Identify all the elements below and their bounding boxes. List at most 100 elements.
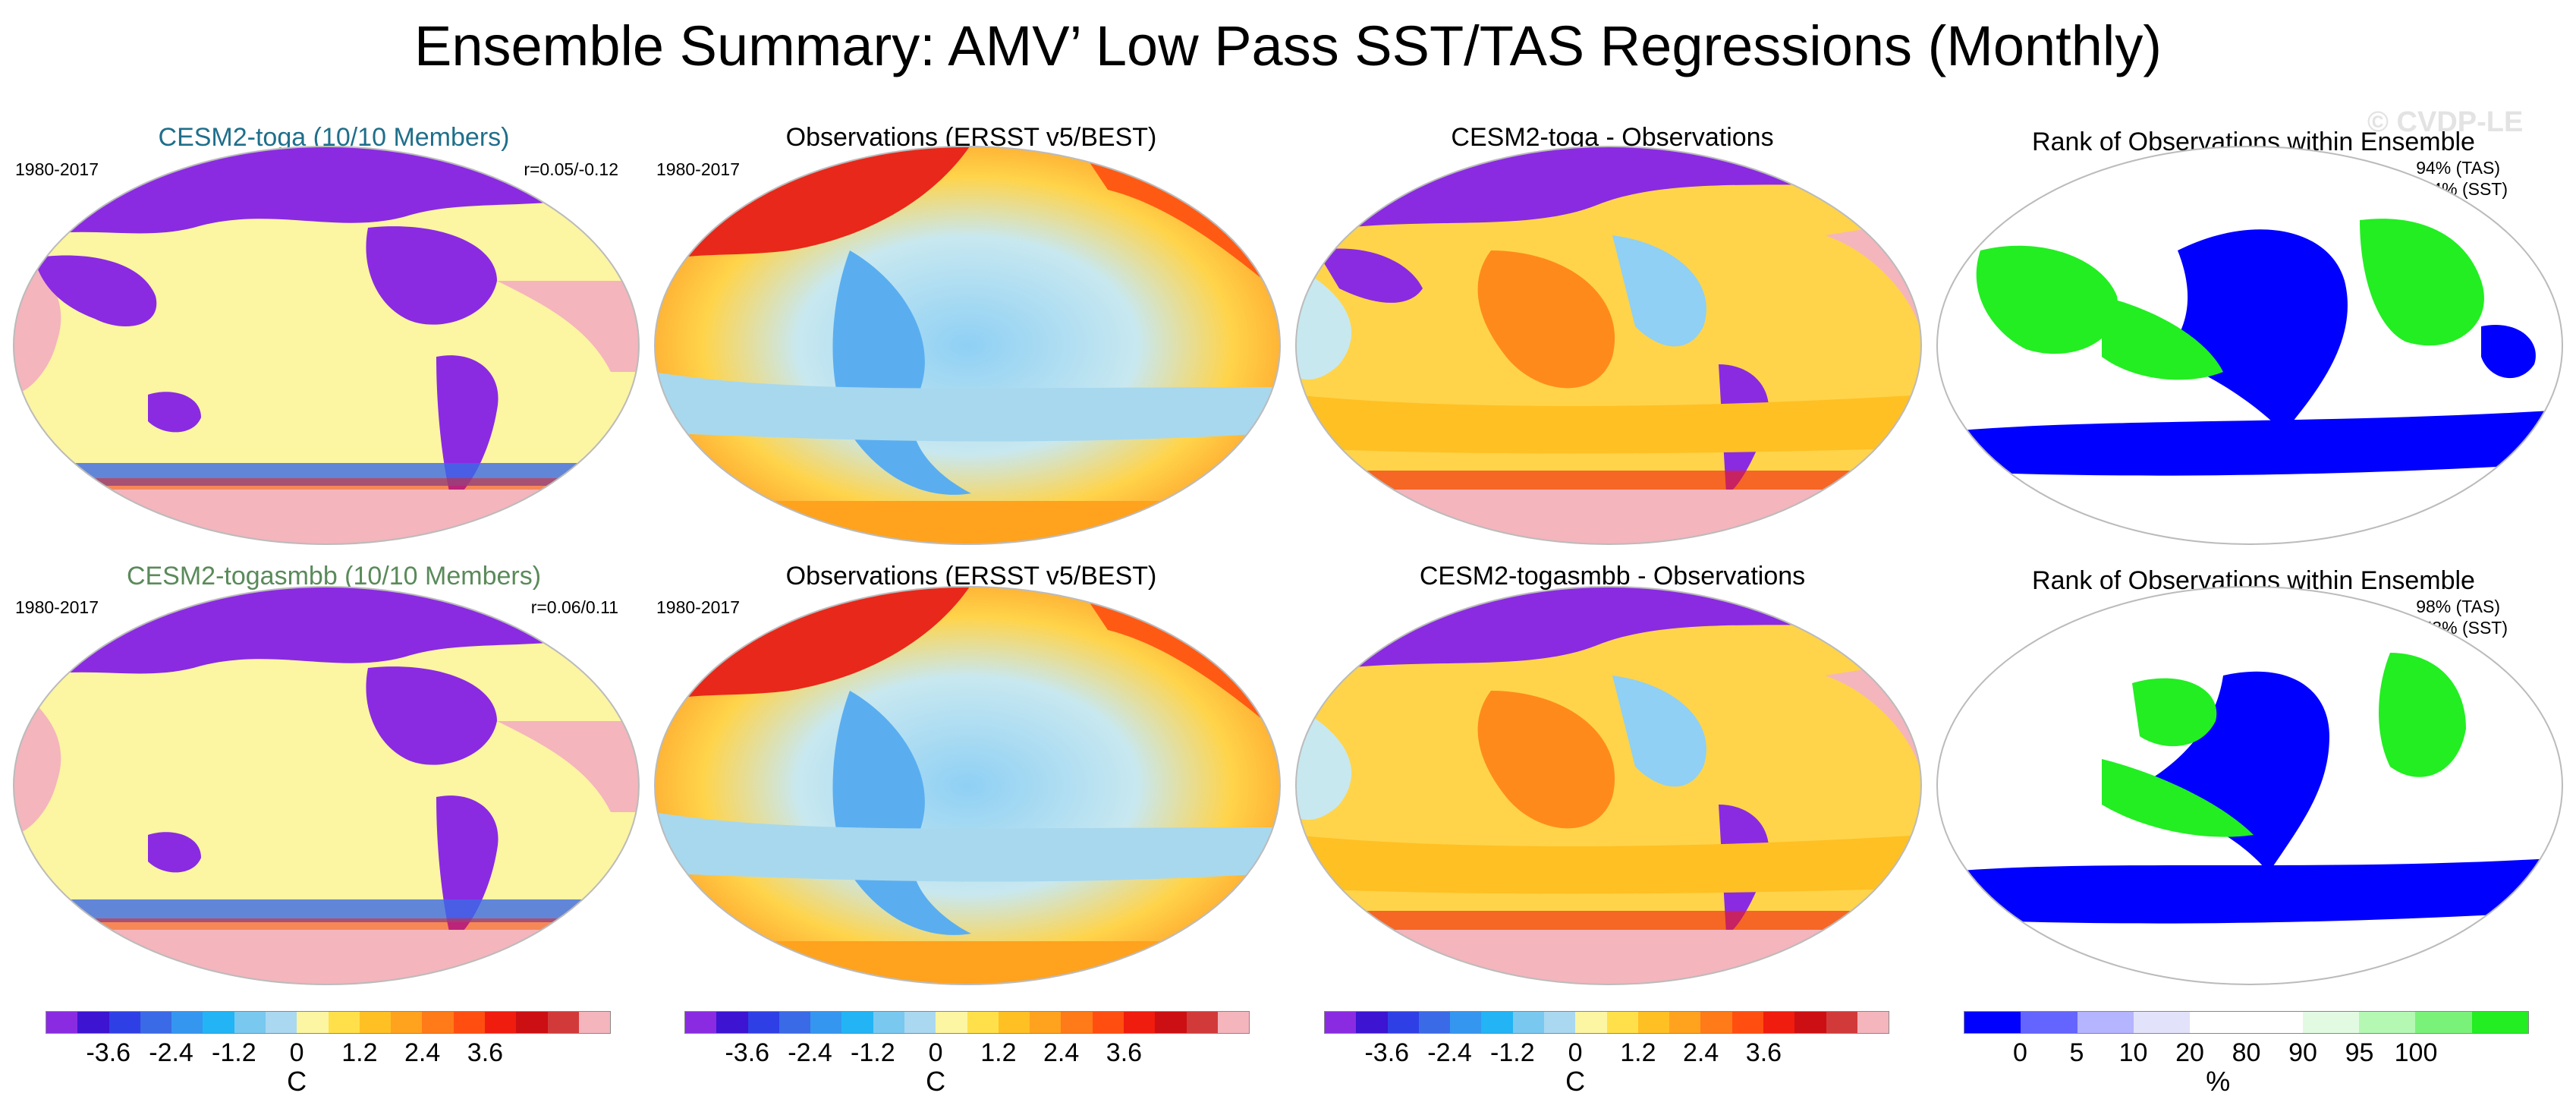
- model-map-row2: [13, 586, 640, 985]
- colorbar-diff: [1324, 1011, 1889, 1034]
- colorbar-swatch: [904, 1012, 936, 1033]
- colorbar-swatch: [328, 1012, 360, 1033]
- colorbar-tick-label: -3.6: [725, 1038, 770, 1067]
- colorbar-swatch: [716, 1012, 748, 1033]
- diff-panel-title-row2: CESM2-togasmbb - Observations: [1419, 562, 1806, 591]
- colorbar-tick-label: 3.6: [467, 1038, 504, 1067]
- colorbar-swatch: [484, 1012, 517, 1033]
- colorbar-swatch: [1418, 1012, 1451, 1033]
- colorbar-tick-label: 10: [2118, 1038, 2148, 1067]
- colorbar-tick-label: -3.6: [1364, 1038, 1410, 1067]
- colorbar-tick-label: 0: [928, 1038, 943, 1067]
- colorbar-tick-label: 20: [2175, 1038, 2204, 1067]
- colorbar-tick-label: 1.2: [341, 1038, 378, 1067]
- colorbar-swatch: [109, 1012, 140, 1033]
- colorbar-model: [46, 1011, 611, 1034]
- colorbar-tick-label: -3.6: [86, 1038, 131, 1067]
- colorbar-swatch: [998, 1012, 1030, 1033]
- colorbar-swatch: [1155, 1012, 1187, 1033]
- colorbar-swatch: [1826, 1012, 1857, 1033]
- colorbar-swatch: [2302, 1012, 2360, 1033]
- colorbar-unit-label: C: [287, 1066, 307, 1097]
- colorbar-swatch: [77, 1012, 109, 1033]
- colorbar-swatch: [547, 1012, 579, 1033]
- colorbar-swatch: [1356, 1012, 1388, 1033]
- colorbar-swatch: [516, 1012, 548, 1033]
- colorbar-tick-label: -2.4: [149, 1038, 193, 1067]
- colorbar-tick-label: -2.4: [788, 1038, 832, 1067]
- colorbar-swatch: [841, 1012, 873, 1033]
- colorbar-swatch: [1325, 1012, 1357, 1033]
- colorbar-swatch: [685, 1012, 717, 1033]
- colorbar-tick-label: 2.4: [404, 1038, 441, 1067]
- colorbar-swatch: [1857, 1012, 1889, 1033]
- colorbar-swatch: [2077, 1012, 2134, 1033]
- colorbar-swatch: [1763, 1012, 1795, 1033]
- watermark: © CVDP-LE: [2367, 106, 2524, 138]
- colorbar-swatch: [46, 1012, 78, 1033]
- colorbar-swatch: [1606, 1012, 1638, 1033]
- colorbar-swatch: [778, 1012, 811, 1033]
- colorbar-swatch: [1543, 1012, 1576, 1033]
- colorbar-swatch: [747, 1012, 779, 1033]
- colorbar-swatch: [1794, 1012, 1826, 1033]
- colorbar-swatch: [391, 1012, 423, 1033]
- colorbar-rank: [1964, 1011, 2529, 1034]
- colorbar-swatch: [1387, 1012, 1419, 1033]
- model-correlation-row2: r=0.06/0.11: [530, 597, 618, 617]
- colorbar-tick-label: 100: [2394, 1038, 2438, 1067]
- rank-tas-row1: 94% (TAS): [2416, 158, 2500, 178]
- colorbar-swatch: [1217, 1012, 1250, 1033]
- obs-map-row2: [654, 586, 1281, 985]
- colorbar-unit-label: C: [926, 1066, 946, 1097]
- colorbar-swatch: [1964, 1012, 2021, 1033]
- colorbar-swatch: [1092, 1012, 1124, 1033]
- model-years-row1: 1980-2017: [15, 159, 99, 179]
- colorbar-swatch: [1061, 1012, 1093, 1033]
- colorbar-tick-label: 3.6: [1106, 1038, 1143, 1067]
- colorbar-tick-label: 1.2: [1620, 1038, 1656, 1067]
- colorbar-swatch: [140, 1012, 172, 1033]
- figure-title: Ensemble Summary: AMV’ Low Pass SST/TAS …: [414, 14, 2162, 77]
- colorbar-swatch: [967, 1012, 999, 1033]
- colorbar-tick-label: 5: [2069, 1038, 2084, 1067]
- colorbar-swatch: [203, 1012, 234, 1033]
- colorbar-swatch: [359, 1012, 392, 1033]
- model-map-row1: [13, 146, 640, 545]
- diff-map-row1: [1295, 146, 1922, 545]
- colorbar-tick-label: 95: [2345, 1038, 2374, 1067]
- colorbar-swatch: [1186, 1012, 1218, 1033]
- colorbar-tick-label: -1.2: [212, 1038, 256, 1067]
- colorbar-swatch: [1575, 1012, 1607, 1033]
- colorbar-swatch: [2359, 1012, 2416, 1033]
- obs-years-row1: 1980-2017: [656, 159, 740, 179]
- model-panel-title-row2: CESM2-togasmbb (10/10 Members): [126, 562, 542, 591]
- colorbar-tick-label: 1.2: [980, 1038, 1017, 1067]
- colorbar-swatch: [1637, 1012, 1670, 1033]
- colorbar-swatch: [265, 1012, 297, 1033]
- colorbar-swatch: [2133, 1012, 2191, 1033]
- colorbar-tick-label: 0: [1568, 1038, 1583, 1067]
- colorbar-swatch: [1700, 1012, 1732, 1033]
- obs-panel-title-row2: Observations (ERSST v5/BEST): [785, 562, 1157, 591]
- colorbar-unit-label: C: [1565, 1066, 1586, 1097]
- colorbar-swatch: [578, 1012, 611, 1033]
- colorbar-tick-label: 2.4: [1683, 1038, 1719, 1067]
- colorbar-swatch: [1450, 1012, 1482, 1033]
- colorbar-swatch: [936, 1012, 967, 1033]
- colorbar-tick-label: 80: [2232, 1038, 2261, 1067]
- colorbar-unit-label: %: [2206, 1066, 2231, 1097]
- colorbar-swatch: [422, 1012, 454, 1033]
- colorbar-tick-label: 0: [289, 1038, 304, 1067]
- colorbar-tick-label: 3.6: [1745, 1038, 1782, 1067]
- colorbar-swatch: [2415, 1012, 2472, 1033]
- colorbar-obs: [684, 1011, 1250, 1034]
- model-correlation-row1: r=0.05/-0.12: [524, 159, 618, 179]
- colorbar-swatch: [171, 1012, 203, 1033]
- colorbar-swatch: [873, 1012, 904, 1033]
- colorbar-tick-label: 2.4: [1043, 1038, 1080, 1067]
- obs-years-row2: 1980-2017: [656, 597, 740, 617]
- colorbar-swatch: [453, 1012, 485, 1033]
- colorbar-tick-label: -2.4: [1427, 1038, 1472, 1067]
- rank-map-row2: [1936, 586, 2563, 985]
